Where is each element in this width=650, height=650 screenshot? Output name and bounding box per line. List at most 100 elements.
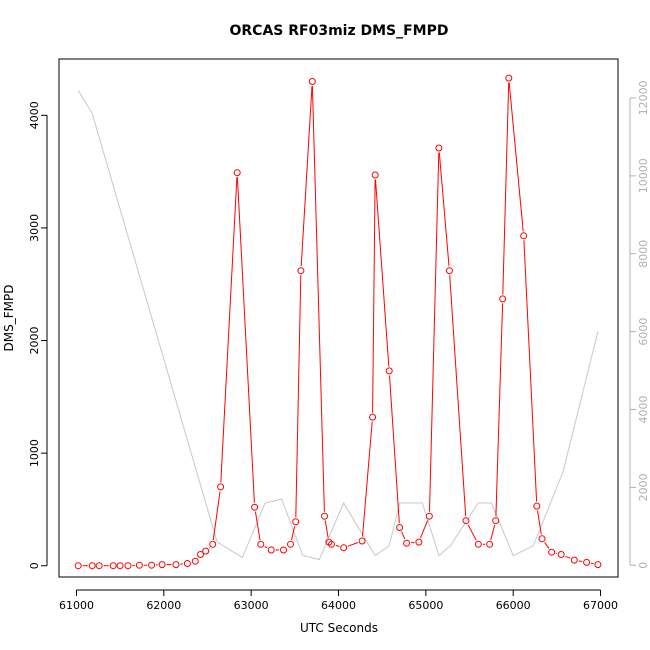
x-tick-label: 67000 bbox=[583, 599, 618, 612]
series-line-segment bbox=[264, 546, 268, 549]
y-tick-label: 1000 bbox=[28, 439, 41, 467]
data-point bbox=[583, 558, 591, 566]
series-line-segment bbox=[490, 524, 496, 541]
y2-tick-label: 12000 bbox=[637, 80, 650, 115]
y2-tick-label: 8000 bbox=[637, 240, 650, 268]
x-tick-label: 61000 bbox=[59, 599, 94, 612]
series-line-segment bbox=[508, 82, 524, 232]
series-line-segment bbox=[362, 421, 373, 537]
data-point bbox=[538, 535, 546, 543]
data-point bbox=[251, 503, 259, 511]
data-point bbox=[297, 267, 305, 275]
data-point bbox=[209, 540, 217, 548]
data-point bbox=[109, 562, 117, 570]
data-point bbox=[548, 548, 556, 556]
data-point bbox=[321, 512, 328, 520]
data-point bbox=[425, 512, 433, 520]
data-point bbox=[486, 540, 494, 548]
series-line-segment bbox=[565, 555, 571, 559]
series-line-segment bbox=[347, 542, 359, 547]
y2-tick-label: 0 bbox=[637, 562, 650, 569]
series-right-line bbox=[77, 89, 599, 561]
data-point bbox=[148, 561, 156, 569]
chart-title: ORCAS RF03miz DMS_FMPD bbox=[230, 23, 449, 39]
data-point bbox=[435, 144, 443, 152]
series-line-segment bbox=[311, 85, 325, 512]
series-line-segment bbox=[375, 179, 390, 367]
data-point bbox=[292, 518, 300, 526]
data-point bbox=[135, 561, 143, 569]
series-line-segment bbox=[254, 511, 261, 540]
data-point bbox=[217, 483, 225, 491]
data-point bbox=[172, 561, 180, 569]
series-line-segment bbox=[291, 526, 296, 541]
data-point bbox=[358, 537, 366, 545]
data-point bbox=[267, 546, 275, 554]
data-point bbox=[124, 562, 132, 570]
series-line-segment bbox=[578, 560, 583, 562]
data-point bbox=[474, 540, 482, 548]
y-tick-label: 2000 bbox=[28, 327, 41, 355]
y-axis-label: DMS_FMPD bbox=[2, 285, 16, 352]
data-point bbox=[88, 562, 96, 570]
data-point bbox=[197, 551, 204, 558]
series-line-segment bbox=[544, 542, 550, 549]
data-point bbox=[308, 78, 316, 85]
series-right-axis bbox=[77, 89, 599, 561]
data-point bbox=[520, 232, 528, 240]
series-line-segment bbox=[429, 152, 440, 512]
x-tick-label: 62000 bbox=[146, 599, 181, 612]
data-point bbox=[191, 557, 199, 565]
data-point bbox=[74, 562, 82, 570]
data-point bbox=[415, 538, 423, 546]
data-point bbox=[492, 517, 500, 525]
x-tick-label: 64000 bbox=[321, 599, 356, 612]
y2-tick-label: 6000 bbox=[637, 318, 650, 346]
data-point bbox=[233, 169, 241, 177]
data-point bbox=[594, 561, 602, 569]
series-line-segment bbox=[537, 510, 542, 535]
data-point bbox=[257, 540, 265, 548]
y2-tick-label: 2000 bbox=[637, 473, 650, 501]
series-line-segment bbox=[495, 303, 504, 517]
data-point bbox=[287, 540, 294, 548]
x-tick-label: 66000 bbox=[496, 599, 531, 612]
series-line-segment bbox=[335, 545, 340, 547]
data-point bbox=[116, 562, 124, 570]
series-line-segment bbox=[212, 491, 221, 540]
data-point bbox=[369, 413, 377, 421]
data-point bbox=[462, 517, 470, 525]
data-point bbox=[396, 524, 404, 531]
y-axis-right: 0 2000 4000 6000 8000 10000 12000 bbox=[629, 80, 650, 569]
series-line-segment bbox=[467, 524, 477, 541]
series-line-segment bbox=[449, 275, 467, 517]
series-dms-fmpd bbox=[74, 74, 602, 570]
data-point bbox=[570, 556, 578, 564]
series-line-segment bbox=[300, 85, 313, 267]
data-point bbox=[183, 560, 191, 567]
series-line-segment bbox=[523, 240, 538, 502]
data-point bbox=[158, 561, 166, 569]
data-point bbox=[371, 171, 379, 179]
y2-tick-label: 10000 bbox=[637, 158, 650, 193]
data-point bbox=[403, 539, 411, 547]
data-point bbox=[533, 502, 541, 510]
data-point bbox=[340, 544, 348, 552]
plot-frame bbox=[58, 58, 619, 578]
x-tick-label: 65000 bbox=[408, 599, 443, 612]
x-tick-label: 63000 bbox=[234, 599, 269, 612]
data-point bbox=[557, 551, 565, 558]
x-axis-label: UTC Seconds bbox=[300, 621, 378, 635]
x-axis: 61000 62000 63000 64000 65000 66000 67000 bbox=[59, 589, 618, 612]
series-line-segment bbox=[420, 520, 429, 539]
y2-tick-label: 4000 bbox=[637, 396, 650, 424]
data-point bbox=[445, 267, 453, 275]
y-tick-label: 4000 bbox=[28, 101, 41, 129]
y-axis-left: 0 1000 2000 3000 4000 bbox=[28, 101, 48, 569]
data-point bbox=[328, 540, 335, 548]
data-point bbox=[202, 547, 210, 555]
y-tick-label: 0 bbox=[28, 562, 41, 569]
series-line-segment bbox=[372, 179, 376, 413]
series-line-segment bbox=[324, 520, 329, 538]
